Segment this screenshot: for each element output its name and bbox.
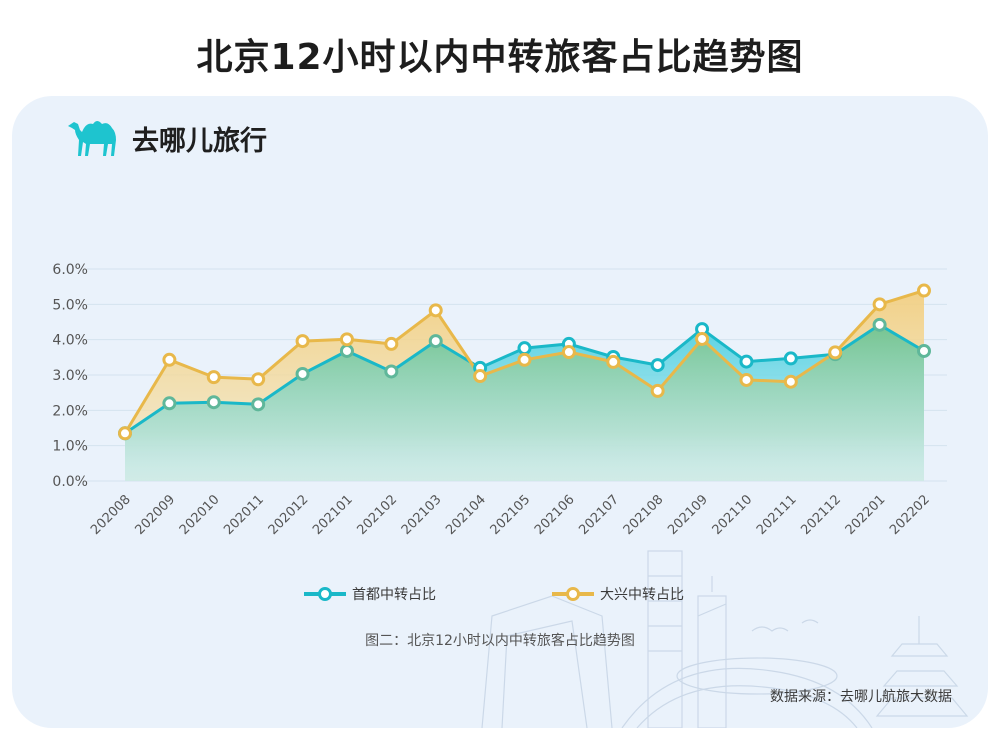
point-daxing <box>606 354 621 369</box>
point-daxing <box>828 345 843 360</box>
point-capital <box>917 343 931 358</box>
data-source: 数据来源：去哪儿航旅大数据 <box>770 689 952 705</box>
point-daxing <box>251 372 266 387</box>
point-daxing <box>783 374 798 389</box>
series-points <box>118 283 931 441</box>
point-daxing <box>695 331 710 346</box>
area-chart: 0.0% 1.0% 2.0% 3.0% 4.0% 5.0% 6.0% 20200820200… <box>52 262 947 538</box>
point-capital <box>339 343 354 358</box>
point-capital <box>251 397 266 412</box>
x-tick-label: 202106 <box>532 492 578 538</box>
series-areas <box>125 290 924 481</box>
point-capital <box>162 396 177 411</box>
y-tick-label: 1.0% <box>52 439 88 455</box>
point-daxing <box>650 383 665 398</box>
y-tick-label: 5.0% <box>52 297 88 313</box>
point-capital <box>650 358 665 373</box>
point-daxing <box>473 369 488 384</box>
brand-name: 去哪儿旅行 <box>132 125 267 157</box>
point-capital <box>295 366 310 381</box>
y-tick-label: 4.0% <box>52 333 88 349</box>
legend-swatch-daxing <box>552 587 594 601</box>
point-capital <box>517 341 532 356</box>
x-tick-label: 202102 <box>354 492 400 538</box>
x-tick-label: 202110 <box>710 492 756 538</box>
point-capital <box>206 395 221 410</box>
x-tick-label: 202109 <box>665 492 711 538</box>
point-daxing <box>162 352 177 367</box>
point-capital <box>783 351 798 366</box>
legend-swatch-capital <box>304 587 346 601</box>
x-tick-label: 202012 <box>266 492 312 538</box>
x-tick-label: 202112 <box>798 492 844 538</box>
x-tick-label: 202107 <box>576 492 622 538</box>
point-daxing <box>339 332 354 347</box>
point-daxing <box>118 426 132 441</box>
x-tick-label: 202105 <box>488 492 534 538</box>
point-capital <box>739 354 754 369</box>
y-axis-ticks: 0.0% 1.0% 2.0% 3.0% 4.0% 5.0% 6.0% <box>52 262 88 490</box>
point-capital <box>384 364 399 379</box>
x-tick-label: 202111 <box>754 492 800 538</box>
x-tick-label: 202202 <box>887 492 933 538</box>
x-tick-label: 202010 <box>177 492 223 538</box>
beijing-skyline-illustration <box>481 550 969 728</box>
point-daxing <box>917 283 931 298</box>
x-tick-label: 202104 <box>443 492 489 538</box>
x-axis-ticks: 2020082020092020102020112020122021012021… <box>88 492 933 538</box>
y-tick-label: 0.0% <box>52 474 88 490</box>
legend-label-capital: 首都中转占比 <box>352 587 436 603</box>
x-tick-label: 202108 <box>621 492 667 538</box>
point-daxing <box>561 345 576 360</box>
x-tick-label: 202101 <box>310 492 356 538</box>
point-daxing <box>428 303 443 318</box>
page-title: 北京12小时以内中转旅客占比趋势图 <box>196 37 804 78</box>
x-tick-label: 202008 <box>88 492 134 538</box>
x-tick-label: 202103 <box>399 492 445 538</box>
y-tick-label: 6.0% <box>52 262 88 278</box>
y-tick-label: 3.0% <box>52 368 88 384</box>
camel-icon <box>68 121 116 156</box>
chart-card: 去哪儿旅行 0.0% 1.0% 2.0% 3.0% 4.0% 5.0% 6.0% 20200… <box>12 96 988 728</box>
point-daxing <box>384 336 399 351</box>
point-capital <box>872 317 887 332</box>
x-tick-label: 202201 <box>843 492 889 538</box>
x-tick-label: 202011 <box>221 492 267 538</box>
y-tick-label: 2.0% <box>52 403 88 419</box>
legend-item-capital: 首都中转占比 <box>302 584 436 604</box>
x-tick-label: 202009 <box>133 492 179 538</box>
point-daxing <box>206 370 221 385</box>
point-daxing <box>872 297 887 312</box>
point-daxing <box>739 372 754 387</box>
legend-item-daxing: 大兴中转占比 <box>550 584 684 604</box>
point-capital <box>428 334 443 349</box>
point-daxing <box>295 334 310 349</box>
legend-label-daxing: 大兴中转占比 <box>600 587 684 603</box>
chart-legend: 首都中转占比 大兴中转占比 <box>12 584 988 606</box>
chart-caption: 图二：北京12小时以内中转旅客占比趋势图 <box>365 633 635 649</box>
brand-logo: 去哪儿旅行 <box>66 118 267 158</box>
point-daxing <box>517 352 532 367</box>
